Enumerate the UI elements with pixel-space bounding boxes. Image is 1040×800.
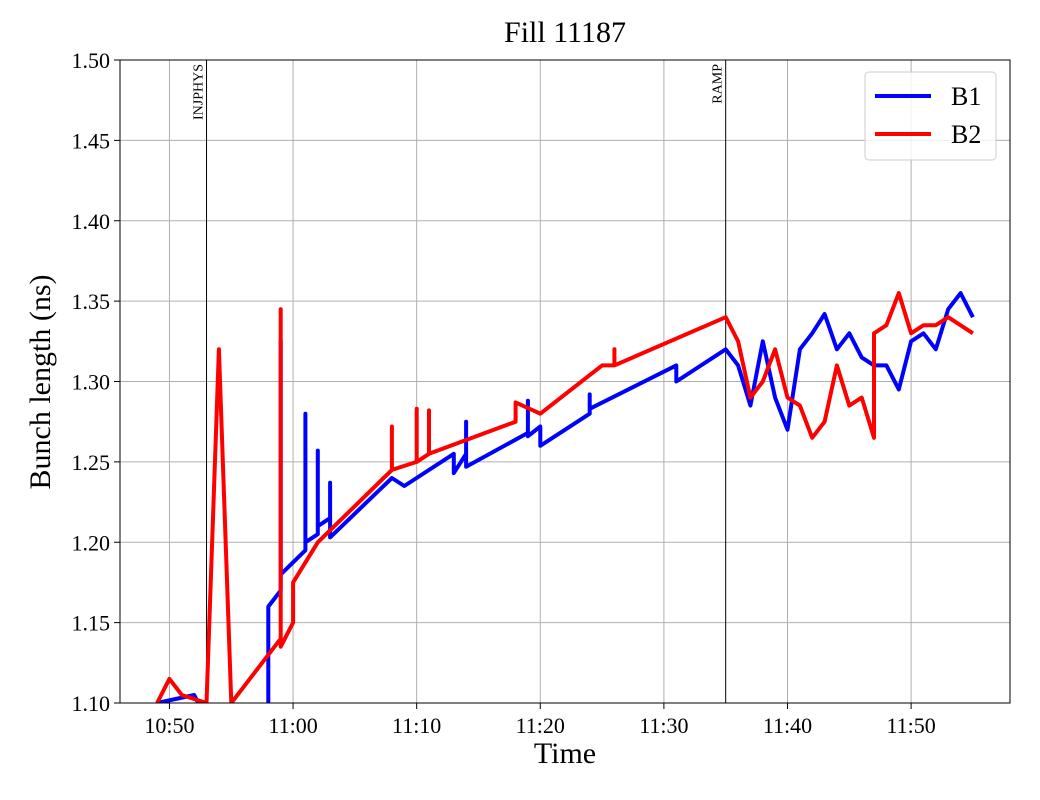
chart-title: Fill 11187 xyxy=(504,16,626,49)
x-tick-label: 11:10 xyxy=(392,713,441,738)
y-tick-label: 1.30 xyxy=(72,370,111,395)
x-tick-label: 10:50 xyxy=(144,713,194,738)
legend-label: B2 xyxy=(951,120,981,149)
y-tick-label: 1.15 xyxy=(72,611,111,636)
data-line xyxy=(156,291,975,703)
data-line xyxy=(155,291,974,703)
y-tick-label: 1.50 xyxy=(72,48,111,73)
x-tick-label: 11:40 xyxy=(763,713,812,738)
plot-area xyxy=(155,291,975,703)
legend-label: B1 xyxy=(951,82,981,111)
y-tick-label: 1.45 xyxy=(72,128,111,153)
y-tick-label: 1.10 xyxy=(72,691,111,716)
y-tick-label: 1.25 xyxy=(72,450,111,475)
x-tick-label: 11:30 xyxy=(639,713,688,738)
y-tick-label: 1.40 xyxy=(72,209,111,234)
event-label: RAMP xyxy=(711,64,726,104)
x-tick-label: 11:50 xyxy=(886,713,935,738)
y-tick-label: 1.35 xyxy=(72,289,111,314)
x-axis-label: Time xyxy=(534,737,596,770)
y-axis-label: Bunch length (ns) xyxy=(24,275,57,490)
x-tick-label: 11:20 xyxy=(516,713,565,738)
plot-frame xyxy=(119,59,1011,704)
x-tick-label: 11:00 xyxy=(268,713,317,738)
y-tick-label: 1.20 xyxy=(72,530,111,555)
event-label: INJPHYS xyxy=(192,64,207,120)
